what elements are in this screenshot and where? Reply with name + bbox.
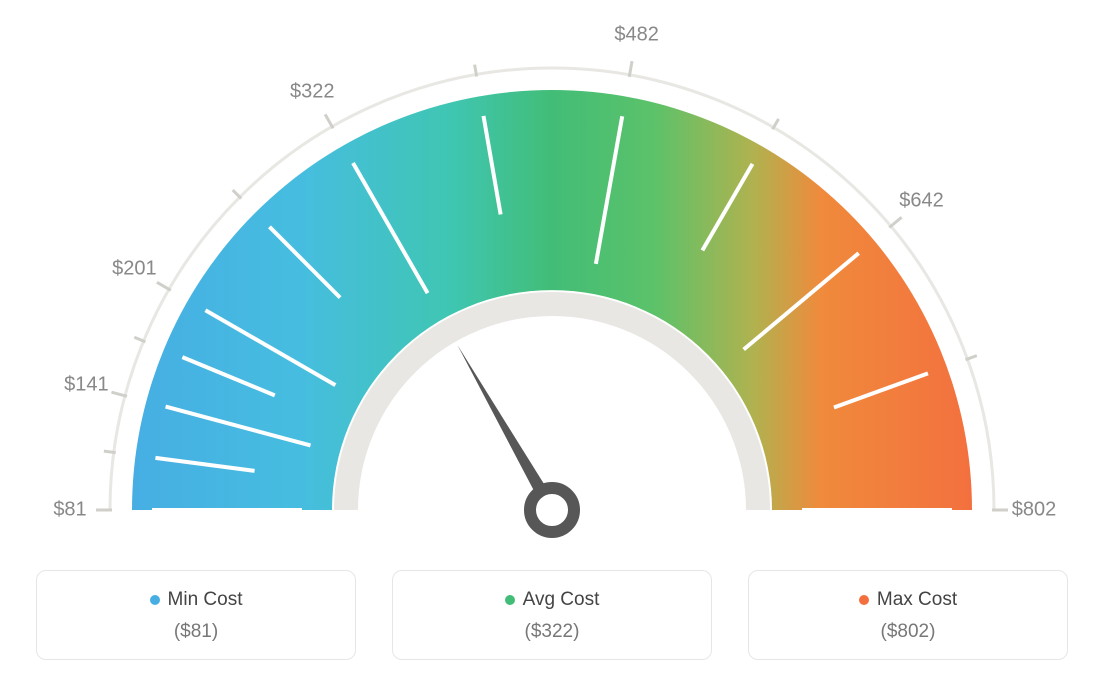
legend-title-text: Max Cost [877,589,957,610]
gauge-tick-label: $201 [112,258,157,281]
gauge-tick-label: $141 [64,374,109,397]
gauge-tick-label: $482 [614,24,659,47]
legend-dot-min [150,595,160,605]
legend-title-text: Avg Cost [523,589,600,610]
gauge-tick-label: $81 [53,499,86,522]
legend-dot-max [859,595,869,605]
gauge-svg [62,30,1042,570]
legend-value: ($81) [47,621,345,643]
legend-title: Min Cost [47,589,345,611]
legend-title-text: Min Cost [168,589,243,610]
legend-title: Max Cost [759,589,1057,611]
legend-dot-avg [505,595,515,605]
gauge-tick-label: $322 [290,80,335,103]
legend-row: Min Cost ($81) Avg Cost ($322) Max Cost … [0,570,1104,660]
legend-card-avg: Avg Cost ($322) [392,570,712,660]
gauge-tick-label: $802 [1012,499,1057,522]
legend-value: ($802) [759,621,1057,643]
legend-value: ($322) [403,621,701,643]
gauge-tick-label: $642 [899,189,944,212]
legend-card-min: Min Cost ($81) [36,570,356,660]
legend-title: Avg Cost [403,589,701,611]
legend-card-max: Max Cost ($802) [748,570,1068,660]
gauge-chart: $81 $141 $201 $322 $482 $642 $802 [0,0,1104,560]
